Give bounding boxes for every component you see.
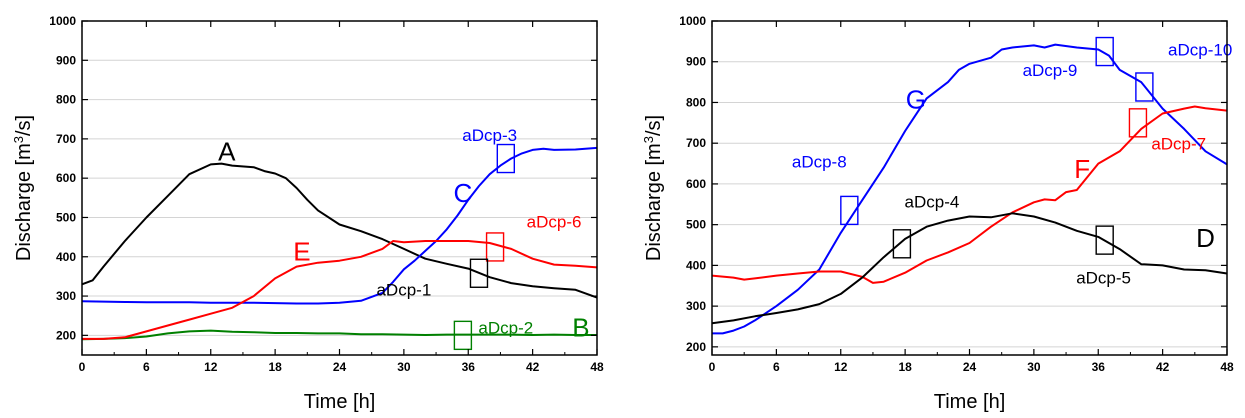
chart-1-y-tick-label: 200 (56, 328, 76, 342)
chart-1-y-tick-label: 1000 (49, 14, 76, 28)
chart-1-y-tick-label: 800 (56, 93, 76, 107)
chart-2-gauge-marker (1135, 72, 1154, 102)
chart-2-x-tick-label: 48 (1220, 360, 1234, 374)
chart-2-x-tick-label: 42 (1156, 360, 1170, 374)
chart-1-series-A (81, 162, 598, 299)
chart-1-curve-label: C (453, 178, 472, 208)
chart-1-x-tick-label: 12 (204, 360, 218, 374)
chart-2-y-tick-label: 200 (686, 340, 706, 354)
chart-1-series-B (81, 329, 597, 341)
chart-2-x-tick-label: 30 (1027, 360, 1041, 374)
chart-2-y-tick-label: 800 (686, 95, 706, 109)
chart-2-gauge-marker (1095, 36, 1114, 67)
chart-1-y-tick-label: 600 (56, 171, 76, 185)
chart-1-curve-label: A (218, 136, 236, 166)
chart-1-y-tick-label: 700 (56, 132, 76, 146)
chart-1-gauge-marker (496, 143, 516, 174)
chart-2-gauge-label: aDcp-4 (905, 193, 960, 212)
chart-1-gauge-label: aDcp-3 (462, 126, 517, 145)
chart-2-x-tick-label: 24 (963, 360, 977, 374)
chart-2-gauge-marker (840, 195, 859, 226)
chart-2-y-tick-label: 300 (686, 299, 706, 313)
chart-2-curve-label: G (906, 85, 926, 115)
chart-2-y-tick-label: 900 (686, 55, 706, 69)
chart-2-plot-frame (711, 20, 1228, 356)
chart-1-x-tick-label: 42 (526, 360, 540, 374)
chart-1-x-tick-label: 0 (79, 360, 86, 374)
chart-1-gauge-marker (485, 232, 505, 262)
chart-2-gauge-label: aDcp-8 (792, 153, 847, 172)
chart-2-gauge-marker (892, 229, 912, 259)
chart-2-y-tick-label: 500 (686, 218, 706, 232)
chart-2-curve-label: D (1196, 223, 1215, 253)
chart-1-x-tick-label: 18 (268, 360, 282, 374)
chart-2-series-D (711, 212, 1228, 325)
chart-2-x-tick-label: 6 (773, 360, 780, 374)
chart-2-gauge-label: aDcp-10 (1168, 41, 1232, 60)
chart-1-y-tick-label: 300 (56, 289, 76, 303)
chart-1-gauge-label: aDcp-2 (478, 318, 533, 337)
chart-1-x-axis-title: Time [h] (304, 391, 376, 413)
chart-1-x-tick-label: 24 (333, 360, 347, 374)
chart-1-y-tick-label: 900 (56, 53, 76, 67)
chart-2-x-tick-label: 36 (1092, 360, 1106, 374)
chart-2-x-tick-label: 18 (898, 360, 912, 374)
chart-2-gauge-marker (1095, 225, 1114, 255)
chart-2-y-tick-label: 400 (686, 258, 706, 272)
chart-2-series-G (712, 43, 1228, 335)
chart-2-y-axis-title: Discharge [m3/s] (641, 115, 666, 261)
chart-1-series-E (82, 240, 598, 340)
chart-1-y-tick-label: 400 (56, 250, 76, 264)
chart-1-x-tick-label: 48 (590, 360, 604, 374)
chart-2-gauge-marker (1128, 108, 1148, 138)
chart-1-x-tick-label: 30 (397, 360, 411, 374)
chart-2-gauge-label: aDcp-5 (1076, 269, 1131, 288)
chart-1-gauge-label: aDcp-6 (527, 213, 582, 232)
chart-2-y-tick-label: 1000 (679, 14, 706, 28)
chart-1-curve-label: B (572, 313, 589, 343)
chart-1-gauge-label: aDcp-1 (376, 280, 431, 299)
chart-1-plot-frame (81, 20, 598, 356)
chart-2-series-F (711, 105, 1228, 284)
chart-2-gauge-label: aDcp-9 (1023, 61, 1078, 80)
chart-2-curve-label: F (1074, 154, 1090, 184)
chart-2-y-tick-label: 700 (686, 136, 706, 150)
chart-2-y-tick-label: 600 (686, 177, 706, 191)
chart-2-x-tick-label: 12 (834, 360, 848, 374)
chart-2-x-tick-label: 0 (709, 360, 716, 374)
chart-1-x-tick-label: 36 (462, 360, 476, 374)
chart-1-y-axis-title: Discharge [m3/s] (11, 115, 36, 261)
chart-2-x-axis-title: Time [h] (934, 391, 1006, 413)
chart-1-series-C (81, 146, 598, 305)
chart-1-gauge-marker (453, 320, 473, 351)
chart-1-y-tick-label: 500 (56, 210, 76, 224)
chart-1-x-tick-label: 6 (143, 360, 150, 374)
chart-2-gauge-label: aDcp-7 (1151, 134, 1206, 153)
chart-1-curve-label: E (293, 237, 310, 267)
chart-1-gauge-marker (469, 258, 489, 288)
